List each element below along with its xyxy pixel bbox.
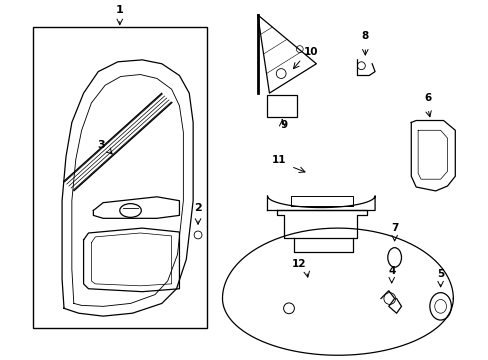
- Text: 10: 10: [303, 47, 318, 57]
- Polygon shape: [267, 196, 374, 211]
- Text: 2: 2: [194, 203, 202, 212]
- Polygon shape: [277, 211, 366, 238]
- Text: 6: 6: [424, 93, 430, 103]
- Text: 12: 12: [291, 259, 305, 269]
- Bar: [267, 95, 296, 117]
- Text: 9: 9: [280, 120, 287, 130]
- Text: 8: 8: [361, 31, 368, 41]
- Text: 3: 3: [97, 140, 105, 150]
- Text: 5: 5: [436, 269, 443, 279]
- Text: 4: 4: [387, 266, 395, 276]
- Text: 11: 11: [271, 155, 286, 165]
- Bar: [33, 27, 206, 328]
- Text: 1: 1: [116, 5, 123, 15]
- Text: 7: 7: [390, 223, 398, 233]
